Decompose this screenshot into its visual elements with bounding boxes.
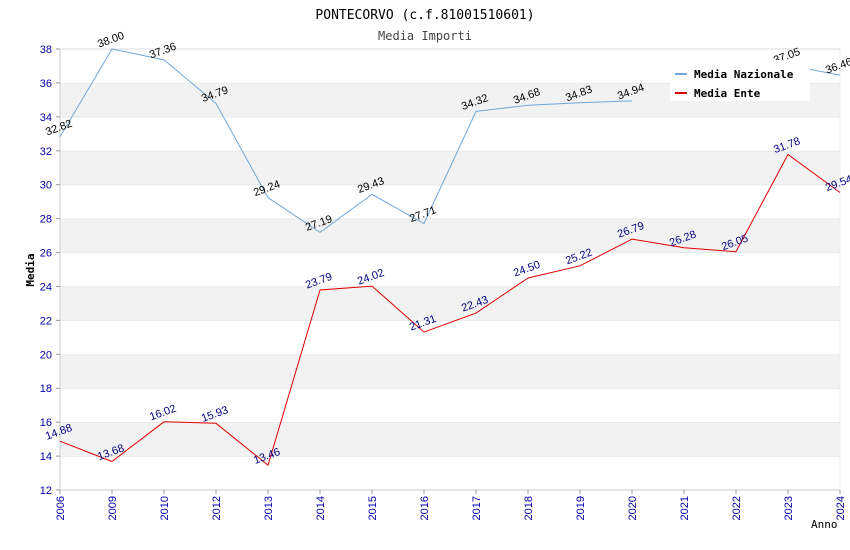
y-tick-label: 24 [40, 281, 52, 293]
x-tick-label: 2013 [263, 496, 275, 520]
y-tick-label: 14 [40, 451, 52, 463]
x-tick-label: 2016 [419, 496, 431, 520]
grid-band [60, 218, 840, 253]
grid-bands [60, 48, 840, 490]
y-tick-label: 30 [40, 180, 52, 192]
x-tick-label: 2024 [835, 496, 847, 520]
x-tick-label: 2018 [523, 496, 535, 520]
y-tick-label: 32 [40, 146, 52, 158]
grid-band [60, 116, 840, 151]
grid-band [60, 320, 840, 355]
x-tick-label: 2020 [627, 496, 639, 520]
series-line-2 [59, 153, 841, 467]
y-tick-label: 36 [40, 78, 52, 90]
y-tick-label: 18 [40, 383, 52, 395]
y-tick-label: 12 [40, 485, 52, 497]
x-tick-label: 2019 [575, 496, 587, 520]
legend-box [670, 60, 810, 101]
x-tick-label: 2022 [731, 496, 743, 520]
y-tick-label: 28 [40, 214, 52, 226]
chart-title: PONTECORVO (c.f.81001510601) [315, 8, 534, 23]
y-tick-label: 38 [40, 44, 52, 56]
grid-band [60, 388, 840, 423]
y-tick-label: 22 [40, 315, 52, 327]
grid-band [60, 286, 840, 321]
y-axis-label: Media [24, 253, 37, 286]
x-tick-label: 2021 [679, 496, 691, 520]
grid-band [60, 456, 840, 490]
grid-band [60, 354, 840, 389]
legend-label: Media Ente [694, 87, 761, 100]
y-tick-label: 16 [40, 417, 52, 429]
x-tick-label: 2015 [367, 496, 379, 520]
x-tick-label: 2017 [471, 496, 483, 520]
x-tick-label: 2010 [159, 496, 171, 520]
legend: Media Nazionale Media Ente [670, 60, 810, 101]
data-label: 38.00 [96, 30, 126, 51]
x-axis-label: Anno [811, 518, 838, 531]
chart-subtitle: Media Importi [378, 29, 472, 43]
grid-band [60, 184, 840, 219]
y-tick-label: 20 [40, 349, 52, 361]
series-line-1 [59, 48, 633, 234]
x-tick-label: 2009 [107, 496, 119, 520]
legend-label: Media Nazionale [694, 68, 794, 81]
x-tick-label: 2023 [783, 496, 795, 520]
y-tick-label: 34 [40, 112, 52, 124]
grid-band [60, 252, 840, 287]
x-tick-label: 2012 [211, 496, 223, 520]
x-tick-label: 2006 [55, 496, 67, 520]
x-tick-label: 2014 [315, 496, 327, 520]
grid-band [60, 422, 840, 457]
y-tick-label: 26 [40, 248, 52, 260]
